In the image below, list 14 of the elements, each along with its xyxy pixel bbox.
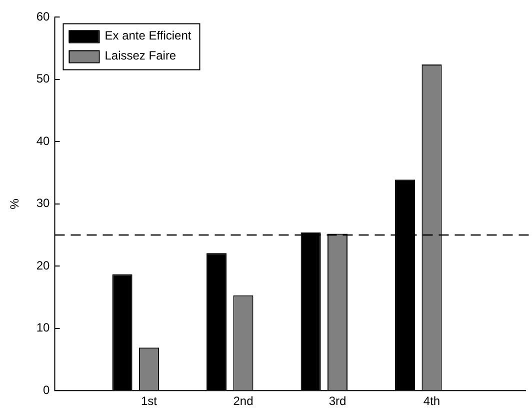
y-tick-label: 40	[36, 134, 50, 148]
y-tick-label: 30	[36, 196, 50, 210]
y-tick-label: 50	[36, 72, 50, 86]
legend-label: Ex ante Efficient	[104, 28, 192, 43]
y-tick-label: 60	[36, 10, 50, 24]
x-tick-label: 1st	[140, 394, 158, 408]
y-tick-label: 0	[43, 382, 50, 397]
x-tick-label: 3rd	[328, 394, 346, 408]
y-axis-title: %	[8, 198, 22, 210]
x-tick-label: 4th	[423, 394, 440, 408]
x-tick-label: 2nd	[233, 394, 254, 408]
y-tick-label: 20	[36, 258, 50, 272]
y-tick-label: 10	[36, 320, 50, 335]
legend-label: Laissez Faire	[104, 48, 176, 63]
